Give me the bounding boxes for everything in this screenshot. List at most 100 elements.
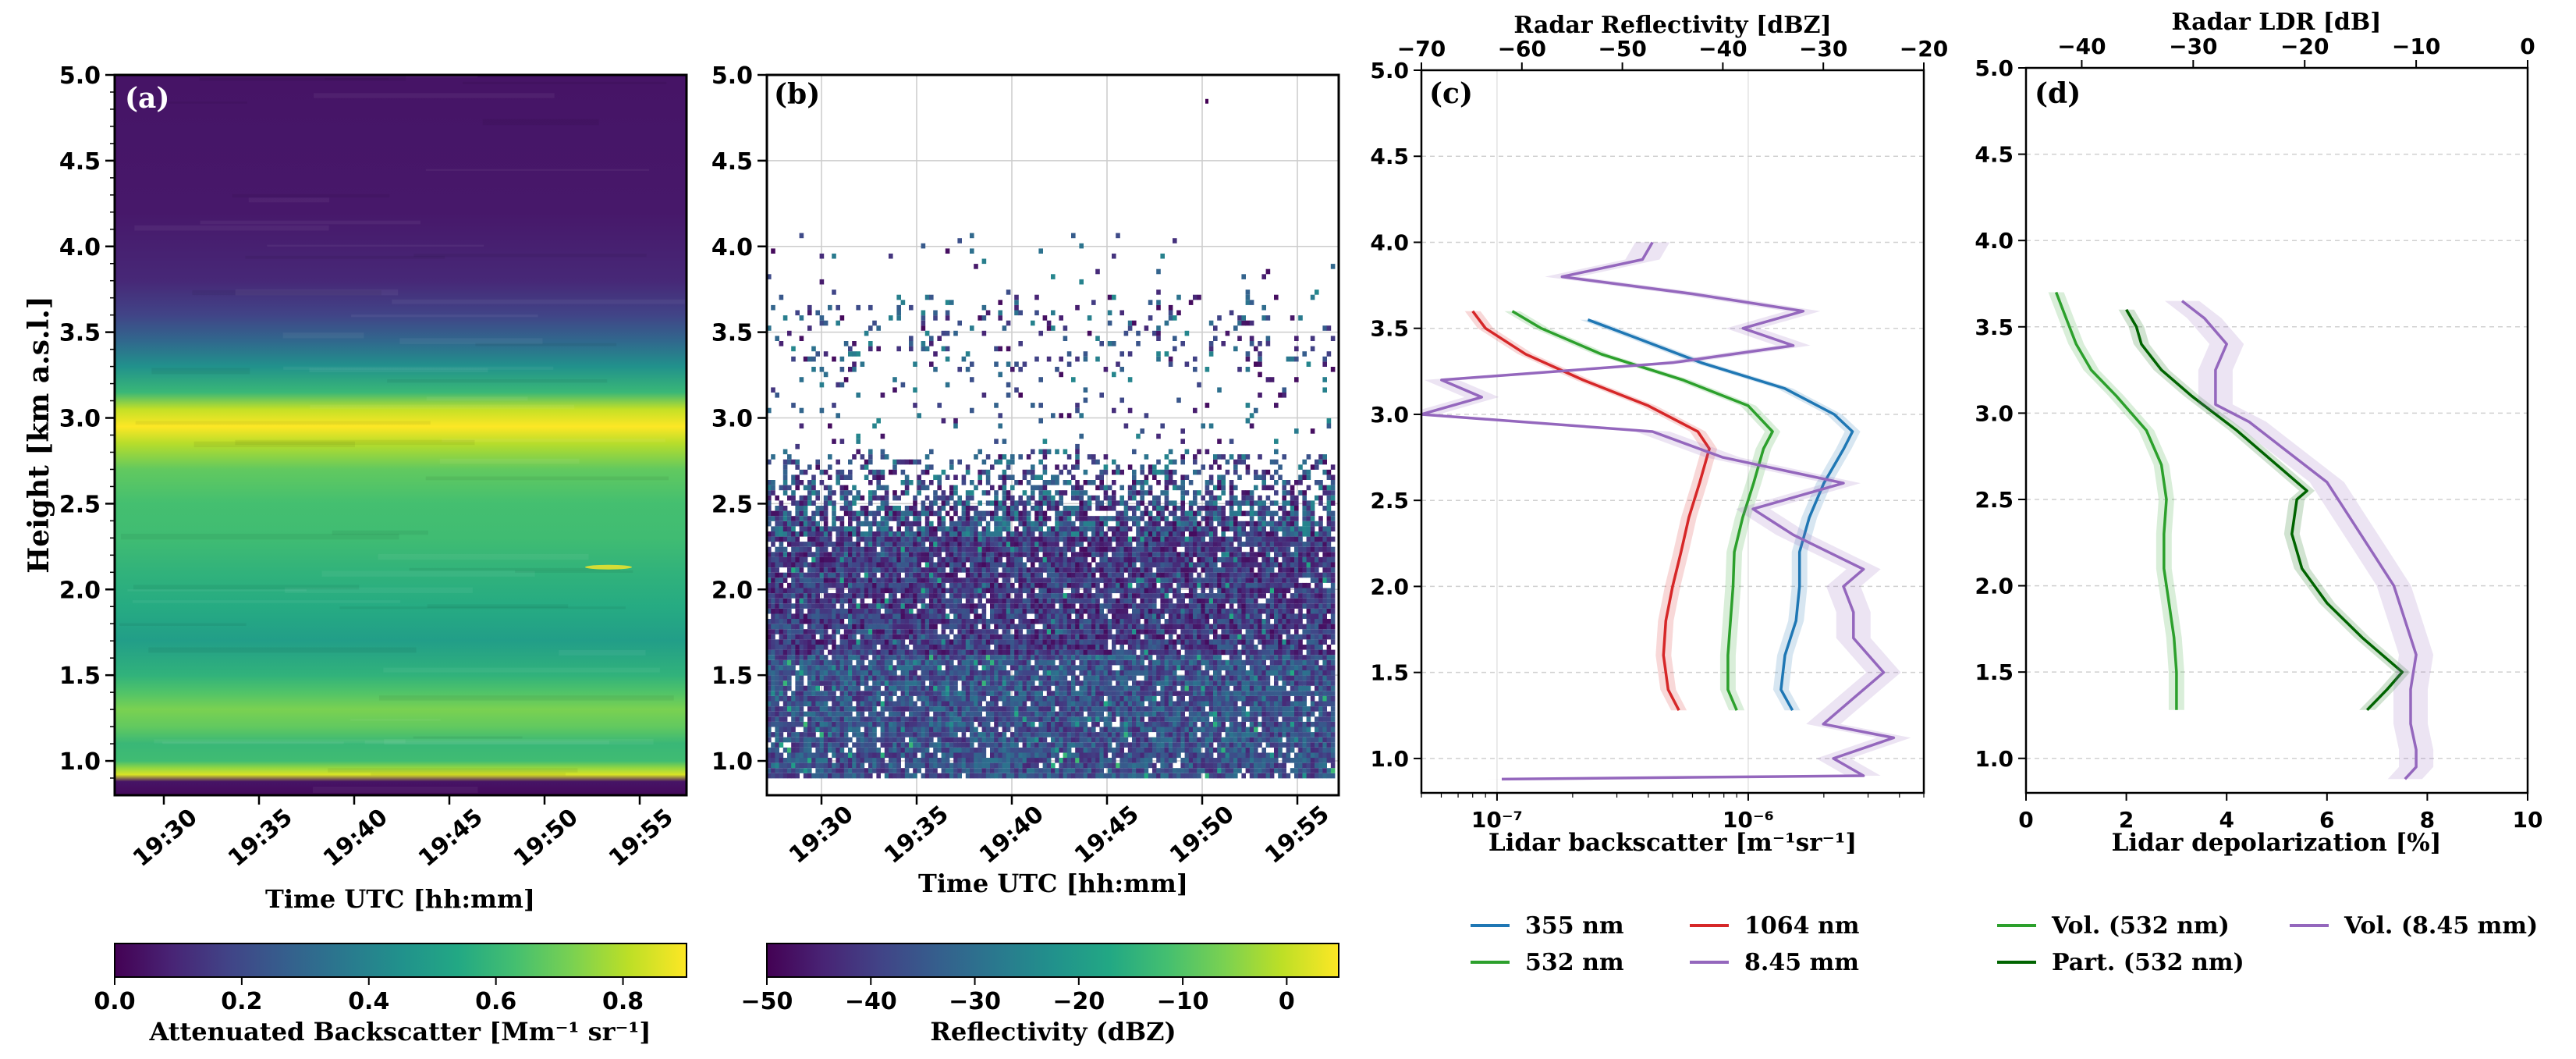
reflectivity-pixel bbox=[933, 588, 938, 594]
reflectivity-pixel bbox=[900, 619, 906, 624]
reflectivity-pixel bbox=[815, 711, 820, 717]
reflectivity-pixel bbox=[1042, 629, 1048, 634]
reflectivity-pixel bbox=[965, 649, 970, 656]
reflectivity-pixel bbox=[860, 588, 865, 594]
reflectivity-pixel bbox=[779, 773, 784, 779]
reflectivity-pixel bbox=[848, 768, 853, 773]
reflectivity-pixel bbox=[998, 737, 1002, 743]
reflectivity-pixel bbox=[1099, 613, 1104, 619]
reflectivity-pixel bbox=[1261, 716, 1266, 722]
reflectivity-pixel bbox=[1022, 634, 1027, 640]
reflectivity-pixel bbox=[819, 691, 825, 696]
reflectivity-pixel bbox=[990, 598, 995, 604]
reflectivity-pixel bbox=[1221, 665, 1226, 670]
reflectivity-pixel bbox=[856, 711, 860, 717]
reflectivity-pixel bbox=[876, 634, 881, 640]
reflectivity-pixel bbox=[1261, 624, 1266, 630]
reflectivity-pixel bbox=[1197, 675, 1201, 681]
reflectivity-pixel bbox=[1046, 742, 1052, 748]
reflectivity-pixel bbox=[1059, 737, 1063, 743]
reflectivity-pixel bbox=[1322, 598, 1327, 604]
reflectivity-pixel bbox=[1099, 701, 1104, 707]
reflectivity-pixel bbox=[981, 675, 987, 681]
reflectivity-pixel bbox=[1042, 727, 1048, 733]
reflectivity-pixel bbox=[1136, 752, 1141, 759]
reflectivity-pixel bbox=[1091, 629, 1096, 634]
reflectivity-pixel bbox=[924, 727, 930, 733]
reflectivity-pixel bbox=[1055, 773, 1059, 779]
reflectivity-pixel bbox=[892, 752, 897, 759]
reflectivity-pixel bbox=[1091, 701, 1096, 707]
reflectivity-pixel bbox=[1107, 629, 1112, 634]
reflectivity-pixel bbox=[1197, 629, 1201, 634]
reflectivity-pixel bbox=[929, 742, 934, 748]
reflectivity-pixel bbox=[1322, 762, 1327, 769]
reflectivity-pixel bbox=[1237, 747, 1242, 753]
reflectivity-pixel bbox=[913, 721, 917, 727]
reflectivity-pixel bbox=[1237, 768, 1242, 773]
reflectivity-pixel bbox=[957, 695, 962, 702]
reflectivity-pixel bbox=[1083, 645, 1088, 650]
reflectivity-pixel bbox=[868, 773, 873, 779]
reflectivity-pixel bbox=[1258, 649, 1262, 656]
reflectivity-pixel bbox=[1274, 695, 1279, 702]
reflectivity-pixel bbox=[1066, 758, 1072, 763]
reflectivity-pixel bbox=[1112, 675, 1116, 681]
reflectivity-pixel bbox=[872, 747, 877, 753]
reflectivity-pixel bbox=[1208, 768, 1214, 773]
reflectivity-pixel bbox=[811, 613, 816, 619]
reflectivity-pixel bbox=[843, 593, 849, 599]
reflectivity-pixel bbox=[1164, 598, 1169, 604]
reflectivity-pixel bbox=[913, 747, 917, 753]
reflectivity-pixel bbox=[1136, 747, 1141, 753]
reflectivity-pixel bbox=[1254, 695, 1258, 702]
reflectivity-pixel bbox=[1254, 649, 1258, 656]
reflectivity-pixel bbox=[1278, 608, 1283, 614]
reflectivity-pixel bbox=[779, 639, 784, 645]
reflectivity-pixel bbox=[1148, 619, 1153, 624]
reflectivity-pixel bbox=[799, 613, 804, 619]
reflectivity-pixel bbox=[978, 603, 982, 609]
reflectivity-pixel bbox=[803, 732, 808, 737]
reflectivity-pixel bbox=[933, 721, 938, 727]
reflectivity-pixel bbox=[839, 721, 845, 727]
reflectivity-pixel bbox=[811, 624, 816, 630]
reflectivity-pixel bbox=[1123, 619, 1129, 624]
reflectivity-pixel bbox=[1205, 727, 1210, 733]
reflectivity-pixel bbox=[1051, 773, 1056, 779]
reflectivity-pixel bbox=[1010, 659, 1015, 666]
reflectivity-pixel bbox=[1116, 619, 1120, 624]
reflectivity-pixel bbox=[1306, 691, 1311, 696]
reflectivity-pixel bbox=[1208, 737, 1214, 743]
reflectivity-pixel bbox=[1051, 762, 1056, 769]
reflectivity-pixel bbox=[913, 613, 917, 619]
reflectivity-pixel bbox=[985, 758, 991, 763]
reflectivity-pixel bbox=[1213, 737, 1218, 743]
reflectivity-pixel bbox=[1184, 737, 1190, 743]
reflectivity-pixel bbox=[909, 629, 914, 634]
reflectivity-pixel bbox=[1046, 695, 1052, 702]
reflectivity-pixel bbox=[1294, 768, 1299, 773]
reflectivity-pixel bbox=[856, 716, 860, 722]
reflectivity-pixel bbox=[1083, 655, 1088, 660]
reflectivity-pixel bbox=[1156, 706, 1161, 712]
reflectivity-pixel bbox=[1213, 634, 1218, 640]
reflectivity-pixel bbox=[990, 675, 995, 681]
reflectivity-pixel bbox=[839, 593, 845, 599]
reflectivity-pixel bbox=[864, 716, 869, 722]
reflectivity-pixel bbox=[1034, 691, 1039, 696]
reflectivity-pixel bbox=[1026, 655, 1031, 660]
reflectivity-pixel bbox=[1322, 752, 1327, 759]
reflectivity-pixel bbox=[787, 645, 792, 650]
reflectivity-pixel bbox=[994, 593, 999, 599]
reflectivity-pixel bbox=[896, 655, 901, 660]
reflectivity-pixel bbox=[1241, 670, 1246, 676]
reflectivity-pixel bbox=[1038, 598, 1043, 604]
reflectivity-pixel bbox=[1123, 695, 1129, 702]
reflectivity-pixel bbox=[1119, 639, 1124, 645]
reflectivity-pixel bbox=[787, 639, 792, 645]
reflectivity-pixel bbox=[1322, 639, 1327, 645]
reflectivity-pixel bbox=[1164, 711, 1169, 717]
reflectivity-pixel bbox=[1132, 768, 1137, 773]
reflectivity-pixel bbox=[839, 619, 845, 624]
